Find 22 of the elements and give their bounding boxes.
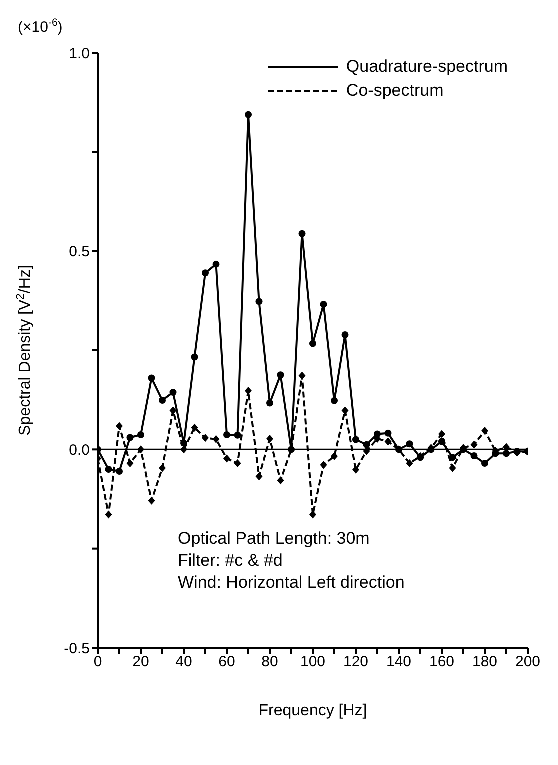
y-tick-label: 1.0 xyxy=(69,45,90,62)
y-tick-label: 0.5 xyxy=(69,244,90,261)
x-tick-label: 40 xyxy=(176,654,192,671)
x-tick-label: 0 xyxy=(94,654,102,671)
text: (×10$^{-6}$) xyxy=(18,17,63,36)
x-tick-label: 80 xyxy=(262,654,278,671)
x-tick-label: 180 xyxy=(472,654,498,671)
x-tick-label: 200 xyxy=(515,654,541,671)
annotation: Filter: #c & #d xyxy=(178,550,284,572)
annotation: Wind: Horizontal Left direction xyxy=(178,572,405,594)
legend-label: Co-spectrum xyxy=(346,80,444,102)
x-tick-label: 140 xyxy=(386,654,412,671)
x-tick-label: 100 xyxy=(300,654,326,671)
x-tick-label: 20 xyxy=(132,654,150,671)
x-tick-label: 120 xyxy=(343,654,369,671)
legend-label: Quadrature-spectrum xyxy=(346,56,508,78)
x-tick-label: 60 xyxy=(218,654,236,671)
x-tick-label: 160 xyxy=(429,654,455,671)
x-axis-title: Frequency [Hz] xyxy=(258,702,368,720)
y-tick-label: -0.5 xyxy=(64,640,90,658)
y-tick-label: 0.0 xyxy=(69,442,90,459)
annotation: Optical Path Length: 30m xyxy=(178,528,371,550)
